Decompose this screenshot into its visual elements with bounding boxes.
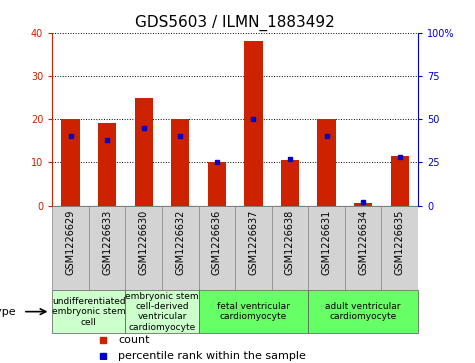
Text: undifferentiated
embryonic stem
cell: undifferentiated embryonic stem cell bbox=[52, 297, 125, 327]
Bar bbox=[171, 119, 190, 205]
Bar bbox=[381, 205, 418, 290]
Bar bbox=[98, 123, 116, 205]
Bar bbox=[134, 98, 153, 205]
Text: GSM1226637: GSM1226637 bbox=[248, 210, 258, 275]
Bar bbox=[52, 205, 89, 290]
Text: GSM1226636: GSM1226636 bbox=[212, 210, 222, 275]
Bar bbox=[125, 290, 199, 333]
Text: GSM1226634: GSM1226634 bbox=[358, 210, 368, 275]
Bar bbox=[244, 41, 263, 205]
Bar bbox=[61, 119, 80, 205]
Bar bbox=[317, 119, 336, 205]
Text: GSM1226629: GSM1226629 bbox=[66, 210, 76, 275]
Bar bbox=[162, 205, 199, 290]
Bar bbox=[235, 205, 272, 290]
Bar bbox=[281, 160, 299, 205]
Bar bbox=[308, 205, 345, 290]
Bar bbox=[308, 290, 418, 333]
Text: GSM1226638: GSM1226638 bbox=[285, 210, 295, 275]
Bar bbox=[199, 290, 308, 333]
Bar bbox=[354, 204, 372, 205]
Text: percentile rank within the sample: percentile rank within the sample bbox=[118, 351, 306, 361]
Bar bbox=[345, 205, 381, 290]
Bar bbox=[390, 156, 409, 205]
Bar bbox=[125, 205, 162, 290]
Text: cell type: cell type bbox=[0, 307, 16, 317]
Text: embryonic stem
cell-derived
ventricular
cardiomyocyte: embryonic stem cell-derived ventricular … bbox=[125, 291, 199, 332]
Text: GSM1226635: GSM1226635 bbox=[395, 210, 405, 275]
Text: GSM1226631: GSM1226631 bbox=[322, 210, 332, 275]
Bar bbox=[89, 205, 125, 290]
Text: count: count bbox=[118, 335, 150, 345]
Text: GSM1226632: GSM1226632 bbox=[175, 210, 185, 275]
Text: adult ventricular
cardiomyocyte: adult ventricular cardiomyocyte bbox=[325, 302, 401, 321]
Title: GDS5603 / ILMN_1883492: GDS5603 / ILMN_1883492 bbox=[135, 15, 335, 31]
Bar bbox=[52, 290, 125, 333]
Bar bbox=[208, 162, 226, 205]
Text: fetal ventricular
cardiomyocyte: fetal ventricular cardiomyocyte bbox=[217, 302, 290, 321]
Bar bbox=[199, 205, 235, 290]
Bar bbox=[272, 205, 308, 290]
Text: GSM1226630: GSM1226630 bbox=[139, 210, 149, 275]
Text: GSM1226633: GSM1226633 bbox=[102, 210, 112, 275]
